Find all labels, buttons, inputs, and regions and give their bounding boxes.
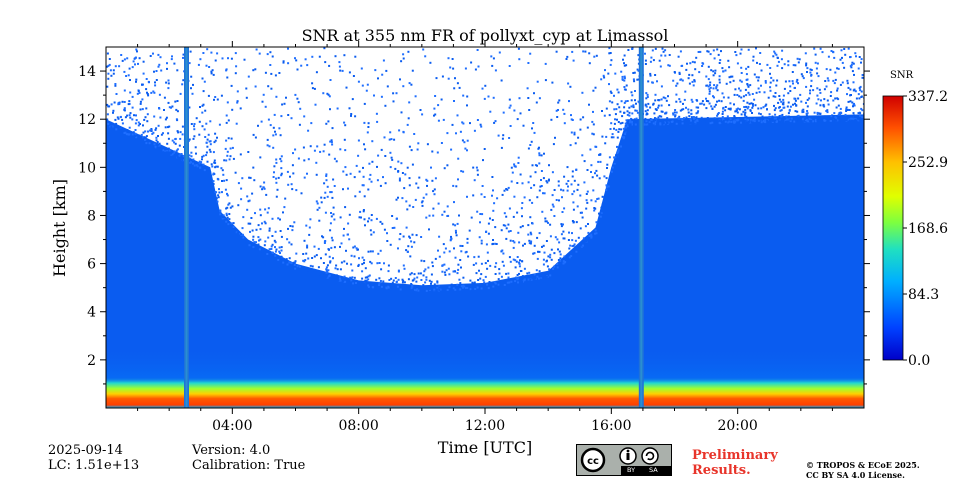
x-tick-label: 04:00	[212, 418, 252, 434]
y-tick-label: 6	[87, 257, 96, 273]
colorbar	[882, 95, 904, 361]
colorbar-label: SNR	[890, 70, 914, 81]
x-axis-label: Time [UTC]	[438, 438, 532, 457]
cc-icons: cc	[580, 447, 659, 473]
cc-circle-icon	[580, 447, 606, 473]
x-tick-label: 16:00	[591, 418, 631, 434]
colorbar-tick-label: 168.6	[908, 221, 948, 237]
preliminary-results-note: Preliminary Results.	[692, 448, 778, 478]
x-tick-label: 20:00	[717, 418, 757, 434]
copyright-line-2: CC BY SA 4.0 License.	[806, 470, 905, 480]
colorbar-ticks: 0.0 84.3 168.6 252.9 337.2	[903, 89, 948, 369]
y-tick-label: 14	[78, 64, 96, 80]
heatmap-layer	[106, 47, 864, 408]
y-tick-label: 12	[78, 112, 96, 128]
x-tick-label: 12:00	[465, 418, 505, 434]
y-tick-label: 2	[87, 353, 96, 369]
surface-layer	[106, 376, 864, 408]
cc-sa-label: SA	[649, 466, 658, 474]
cc-badge-strip: BY SA	[621, 466, 671, 475]
colorbar-tick-label: 0.0	[908, 353, 930, 369]
y-axis-label: Height [km]	[50, 179, 69, 277]
axes: 04:00 08:00 12:00 16:00 20:00 2 4 6 8 10 12 14	[78, 41, 870, 434]
noise-speckle	[106, 47, 864, 292]
sa-share-icon	[641, 447, 659, 465]
colorbar-tick-label: 252.9	[908, 155, 948, 171]
colorbar-tick-label: 337.2	[908, 89, 948, 105]
preliminary-line-1: Preliminary	[692, 448, 778, 463]
cc-license-badge: cc BY SA	[576, 444, 672, 476]
colorbar-tick-label: 84.3	[908, 287, 939, 303]
footer-date: 2025-09-14	[48, 443, 123, 458]
footer-lc: LC: 1.51e+13	[48, 458, 140, 473]
cc-letters: cc	[587, 456, 599, 467]
chart-title: SNR at 355 nm FR of pollyxt_cyp at Limas…	[302, 26, 669, 45]
footer-version: Version: 4.0	[192, 443, 271, 458]
copyright-line-1: © TROPOS & ECoE 2025.	[806, 460, 920, 470]
signal-region	[106, 114, 864, 408]
cc-by-label: BY	[627, 466, 636, 474]
x-tick-label: 08:00	[338, 418, 378, 434]
footer-calibration: Calibration: True	[192, 458, 306, 473]
copyright-note: © TROPOS & ECoE 2025. CC BY SA 4.0 Licen…	[806, 460, 920, 480]
y-tick-label: 8	[87, 208, 96, 224]
y-tick-label: 4	[87, 305, 96, 321]
y-tick-label: 10	[78, 160, 96, 176]
preliminary-line-2: Results.	[692, 463, 751, 478]
